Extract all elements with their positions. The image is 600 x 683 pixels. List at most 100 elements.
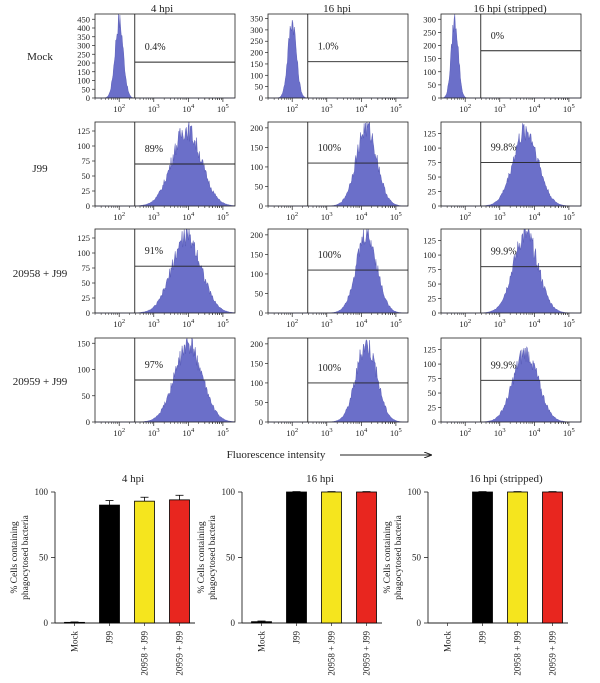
hist-20959-j99-16-hpi-xtick-label: 102 (286, 427, 298, 438)
hist-20959-j99-16-hpi-stripped-ytick-label: 75 (428, 374, 437, 384)
bar-chart-16-hpi-stripped-ytick-label: 100 (408, 487, 422, 497)
bar-chart-4-hpi-title: 4 hpi (122, 473, 144, 485)
bar-chart-16-hpi-ytick-label: 100 (222, 487, 236, 497)
hist-20958-j99-16-hpi-ytick-label: 0 (259, 308, 263, 318)
hist-20958-j99-4-hpi-histogram (95, 228, 236, 314)
hist-j99-16-hpi-stripped-percent-label: 99.8% (491, 143, 517, 154)
hist-mock-16-hpi-xtick-label: 104 (355, 103, 368, 114)
hist-20959-j99-16-hpi-xtick-label: 103 (321, 427, 333, 438)
bar-chart-16-hpi-stripped-category-label-20959-j99: 20959 + J99 (548, 631, 558, 676)
hist-20958-j99-16-hpi-stripped-frame (440, 228, 582, 314)
hist-mock-16-hpi-stripped-ytick-label: 250 (423, 27, 436, 37)
bar-chart-16-hpi-stripped-ytick-label: 50 (412, 553, 422, 563)
bar-chart-16-hpi-stripped-bar-20958-j99 (507, 491, 528, 624)
hist-20959-j99-16-hpi-ytick-label: 150 (250, 358, 263, 368)
hist-j99-4-hpi-xtick-label: 103 (148, 211, 160, 222)
bar-chart-4-hpi-category-label-mock: Mock (70, 631, 80, 652)
hist-j99-16-hpi-ytick-label: 100 (250, 162, 263, 172)
hist-mock-16-hpi-stripped-percent-label: 0% (491, 31, 504, 42)
bar-chart-16-hpi-category-label-20959-j99: 20959 + J99 (362, 631, 372, 676)
hist-mock-16-hpi-stripped-ytick-label: 150 (423, 54, 436, 64)
hist-20959-j99-16-hpi-stripped-ytick-label: 125 (423, 345, 436, 355)
hist-j99-16-hpi-ytick-label: 0 (259, 201, 263, 211)
hist-20959-j99-16-hpi-percent-label: 100% (318, 363, 341, 374)
hist-20958-j99-4-hpi-ytick-label: 100 (77, 248, 90, 258)
hist-mock-16-hpi-stripped-xtick-label: 102 (459, 103, 471, 114)
hist-mock-4-hpi-xtick-label: 104 (182, 103, 195, 114)
hist-j99-16-hpi-xtick-label: 102 (286, 211, 298, 222)
hist-20959-j99-16-hpi: 100% 0 50 100 150 200 102 103 104 105 (250, 337, 409, 438)
bar-chart-16-hpi-category-label-mock: Mock (257, 631, 267, 652)
hist-j99-4-hpi-percent-label: 89% (145, 144, 163, 155)
hist-mock-16-hpi-ytick-label: 200 (250, 48, 263, 58)
hist-mock-16-hpi-ytick-label: 100 (250, 70, 263, 80)
bar-chart-16-hpi-bar-20959-j99 (356, 491, 377, 624)
bar-chart-4-hpi-bar-20959-j99 (169, 499, 190, 624)
hist-20959-j99-4-hpi-percent-label: 97% (145, 360, 163, 371)
hist-mock-4-hpi-ytick-label: 100 (77, 76, 90, 86)
hist-20959-j99-16-hpi-stripped-ytick-label: 50 (428, 388, 437, 398)
hist-20958-j99-16-hpi-ytick-label: 200 (250, 230, 263, 240)
hist-j99-16-hpi-stripped-xtick-label: 104 (528, 211, 541, 222)
hist-j99-16-hpi-xtick-label: 104 (355, 211, 368, 222)
hist-20959-j99-16-hpi-stripped-histogram (441, 346, 581, 423)
hist-j99-4-hpi-xtick-label: 102 (113, 211, 125, 222)
hist-mock-16-hpi-stripped-ytick-label: 50 (428, 80, 437, 90)
bar-chart-4-hpi-bar-20958-j99 (134, 500, 155, 624)
hist-j99-4-hpi-ytick-label: 50 (82, 171, 91, 181)
hist-j99-4-hpi-ytick-label: 25 (82, 186, 91, 196)
hist-mock-16-hpi-ytick-label: 50 (255, 82, 264, 92)
hist-20959-j99-16-hpi-stripped-ytick-label: 0 (432, 417, 436, 427)
hist-mock-4-hpi-ytick-label: 50 (82, 84, 91, 94)
row-label-mock: Mock (27, 51, 53, 63)
hist-20958-j99-16-hpi-histogram (268, 228, 408, 314)
hist-20958-j99-4-hpi-ytick-label: 25 (82, 293, 91, 303)
hist-20959-j99-16-hpi-histogram (268, 339, 408, 423)
hist-j99-16-hpi-stripped: 99.8% 0 25 50 75 100 125 102 103 104 105 (423, 121, 582, 222)
bar-chart-4-hpi-ytick-label: 100 (35, 487, 49, 497)
hist-20959-j99-4-hpi-xtick-label: 104 (182, 427, 195, 438)
bar-chart-16-hpi-stripped-bar-j99 (472, 491, 493, 624)
bar-chart-4-hpi-category-label-20958-j99: 20958 + J99 (140, 631, 150, 676)
bar-chart-16-hpi-category-label-20958-j99: 20958 + J99 (327, 631, 337, 676)
hist-j99-16-hpi-stripped-ytick-label: 75 (428, 158, 437, 168)
hist-20958-j99-4-hpi-xtick-label: 103 (148, 318, 160, 329)
hist-mock-4-hpi-ytick-label: 150 (77, 67, 90, 77)
hist-20958-j99-16-hpi-xtick-label: 105 (390, 318, 402, 329)
column-header-4hpi: 4 hpi (151, 3, 173, 15)
bar-chart-16-hpi-title: 16 hpi (306, 473, 334, 485)
hist-mock-4-hpi-ytick-label: 350 (77, 32, 90, 42)
hist-mock-16-hpi-ytick-label: 0 (259, 93, 263, 103)
hist-j99-16-hpi-ytick-label: 150 (250, 142, 263, 152)
bar-chart-16-hpi-bar-20958-j99 (321, 491, 342, 624)
bar-chart-16-hpi-stripped-category-label-j99: J99 (478, 631, 488, 644)
hist-20958-j99-16-hpi-stripped-ytick-label: 75 (428, 265, 437, 275)
hist-j99-16-hpi-xtick-label: 105 (390, 211, 402, 222)
hist-20958-j99-4-hpi: 91% 0 25 50 75 100 125 102 103 104 105 (77, 228, 236, 329)
hist-mock-4-hpi-ytick-label: 300 (77, 41, 90, 51)
hist-mock-4-hpi-percent-label: 0.4% (145, 42, 166, 53)
hist-20958-j99-16-hpi-ytick-label: 50 (255, 288, 264, 298)
hist-j99-4-hpi-xtick-label: 105 (217, 211, 229, 222)
bar-chart-16-hpi-ytick-label: 0 (231, 618, 236, 628)
hist-20958-j99-16-hpi-stripped-ytick-label: 50 (428, 279, 437, 289)
bar-charts: 4 hpi % Cells containingphagocytosed bact… (10, 473, 568, 676)
hist-20958-j99-4-hpi-percent-label: 91% (145, 246, 163, 257)
hist-20959-j99-16-hpi-stripped-xtick-label: 102 (459, 427, 471, 438)
hist-mock-16-hpi-stripped-ytick-label: 300 (423, 14, 436, 24)
hist-20959-j99-4-hpi-ytick-label: 100 (77, 365, 90, 375)
hist-20958-j99-4-hpi-ytick-label: 0 (86, 308, 90, 318)
hist-mock-16-hpi-histogram (268, 19, 408, 99)
hist-j99-16-hpi-stripped-ytick-label: 25 (428, 187, 437, 197)
bar-chart-16-hpi-stripped-category-label-mock: Mock (443, 631, 453, 652)
hist-j99-16-hpi-stripped-frame (440, 121, 582, 207)
hist-20959-j99-16-hpi-xtick-label: 104 (355, 427, 368, 438)
hist-mock-16-hpi-frame (267, 13, 409, 99)
bar-chart-16-hpi-stripped-ytick-label: 0 (417, 618, 422, 628)
hist-mock-4-hpi-xtick-label: 103 (148, 103, 160, 114)
hist-20958-j99-4-hpi-xtick-label: 105 (217, 318, 229, 329)
hist-j99-16-hpi-stripped-ytick-label: 125 (423, 129, 436, 139)
hist-mock-16-hpi-stripped-ytick-label: 100 (423, 67, 436, 77)
hist-j99-4-hpi-ytick-label: 75 (82, 156, 91, 166)
hist-20958-j99-16-hpi-xtick-label: 104 (355, 318, 368, 329)
